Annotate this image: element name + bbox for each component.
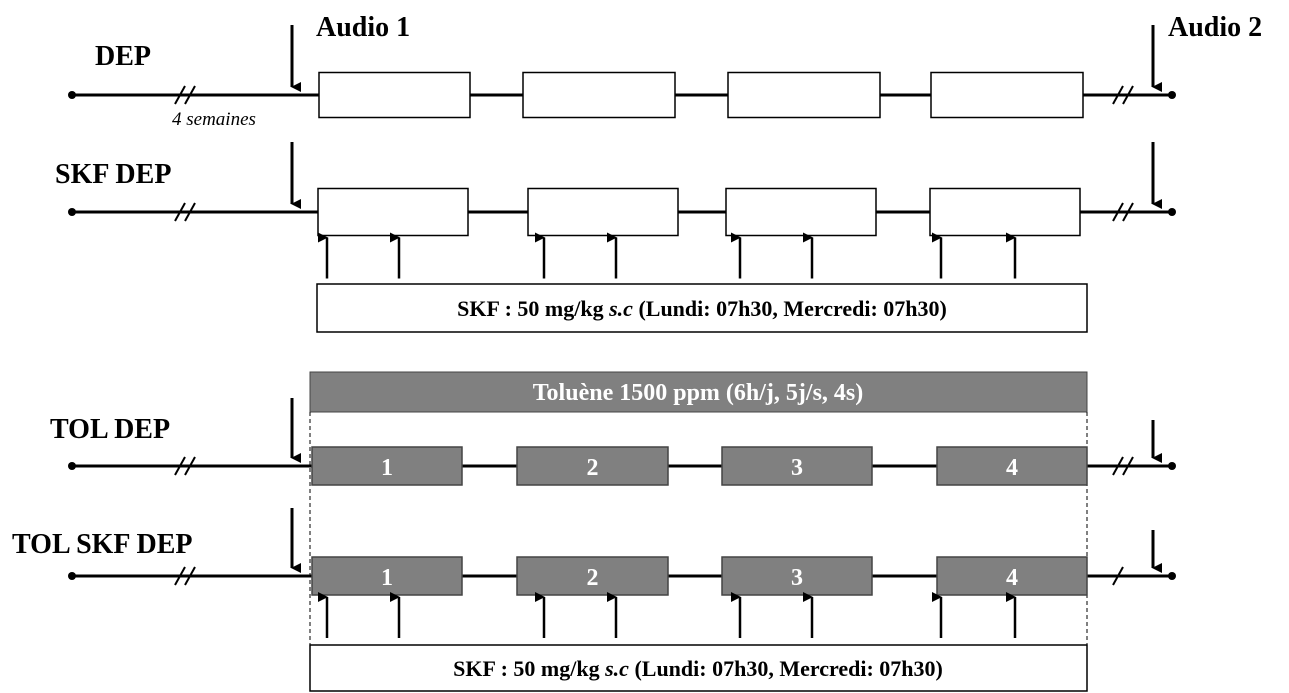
week-label: 3 <box>791 565 803 591</box>
timeline-end <box>1168 91 1176 99</box>
week-label: 1 <box>381 565 393 591</box>
break-mark <box>174 85 186 105</box>
treatment-text: SKF : 50 mg/kg <box>457 296 609 321</box>
week-label: 4 <box>1006 455 1018 481</box>
week-label: 2 <box>587 455 599 481</box>
timeline-end <box>68 208 76 216</box>
treatment-box <box>309 644 1088 692</box>
period-box <box>527 187 679 237</box>
treatment-label: SKF : 50 mg/kg s.c (Lundi: 07h30, Mercre… <box>453 656 943 681</box>
timeline-end <box>1168 572 1176 580</box>
duration-label: 4 semaines <box>172 109 256 130</box>
treatment-text: (Lundi: 07h30, Mercredi: 07h30) <box>629 656 943 681</box>
timeline-end <box>68 91 76 99</box>
timeline-end <box>68 572 76 580</box>
week-label: 3 <box>791 455 803 481</box>
period-box <box>721 446 873 486</box>
break-mark <box>184 566 196 586</box>
treatment-label: SKF : 50 mg/kg s.c (Lundi: 07h30, Mercre… <box>457 296 947 321</box>
break-mark <box>184 202 196 222</box>
treatment-text: (Lundi: 07h30, Mercredi: 07h30) <box>633 296 947 321</box>
period-box <box>311 446 463 486</box>
audio-1-label: Audio 1 <box>316 12 410 43</box>
period-box <box>516 446 669 486</box>
audio-2-label: Audio 2 <box>1168 12 1262 43</box>
break-mark <box>1112 85 1124 105</box>
treatment-route: s.c <box>604 656 629 681</box>
break-mark <box>1112 566 1124 586</box>
exposure-label: Toluène 1500 ppm (6h/j, 5j/s, 4s) <box>533 380 864 406</box>
week-label: 4 <box>1006 565 1018 591</box>
group-label: SKF DEP <box>55 159 171 190</box>
timeline-end <box>1168 208 1176 216</box>
exposure-bar <box>309 371 1088 413</box>
period-box <box>727 71 881 119</box>
break-mark <box>1112 202 1124 222</box>
period-box <box>318 71 471 119</box>
period-box <box>936 556 1088 596</box>
week-label: 2 <box>587 565 599 591</box>
group-label: TOL SKF DEP <box>12 529 193 560</box>
treatment-route: s.c <box>608 296 633 321</box>
period-box <box>522 71 676 119</box>
break-mark <box>1122 456 1134 476</box>
period-box <box>317 187 469 237</box>
treatment-box <box>316 283 1088 333</box>
period-box <box>929 187 1081 237</box>
period-box <box>311 556 463 596</box>
break-mark <box>184 85 196 105</box>
break-mark <box>1112 456 1124 476</box>
period-box <box>930 71 1084 119</box>
break-mark <box>1122 202 1134 222</box>
group-label: DEP <box>95 41 151 72</box>
week-label: 1 <box>381 455 393 481</box>
break-mark <box>174 202 186 222</box>
break-mark <box>184 456 196 476</box>
group-label: TOL DEP <box>50 414 170 445</box>
timeline-end <box>68 462 76 470</box>
period-box <box>725 187 877 237</box>
period-box <box>721 556 873 596</box>
period-box <box>936 446 1088 486</box>
break-mark <box>1122 85 1134 105</box>
period-box <box>516 556 669 596</box>
break-mark <box>174 566 186 586</box>
timeline-end <box>1168 462 1176 470</box>
break-mark <box>174 456 186 476</box>
treatment-text: SKF : 50 mg/kg <box>453 656 605 681</box>
